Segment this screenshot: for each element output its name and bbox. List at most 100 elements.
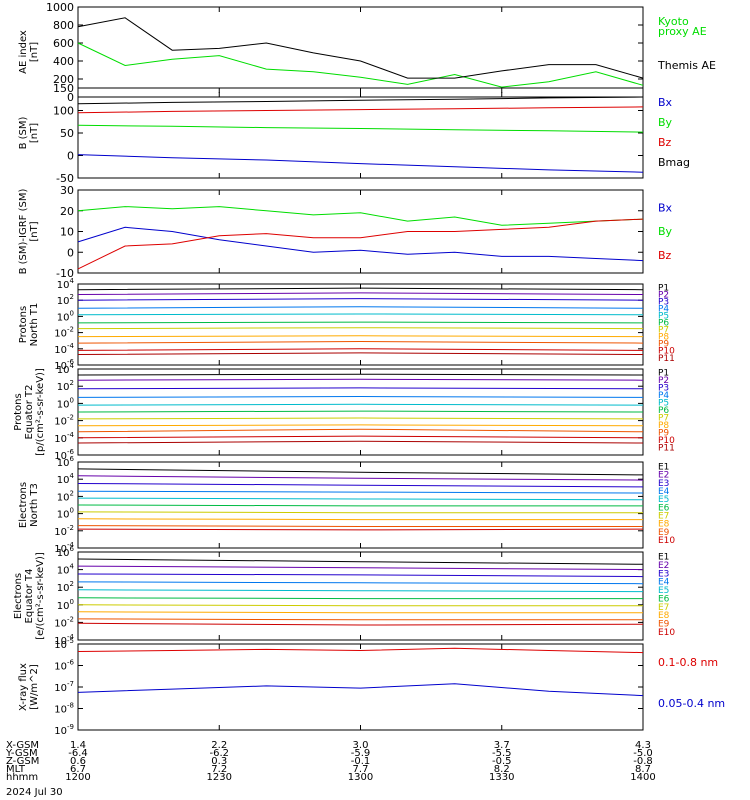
legend-E9: E9 [658, 528, 670, 538]
series-line-0.05-0.4 nm [77, 683, 644, 697]
legend-P9: P9 [658, 429, 669, 439]
y-axis-label: [nT] [29, 221, 40, 241]
y-tick-label: 400 [53, 55, 74, 68]
legend-P6: P6 [658, 319, 669, 329]
series-line-P1 [77, 373, 644, 376]
y-axis-label: [nT] [29, 123, 40, 143]
y-tick-label: 102 [57, 293, 74, 307]
y-axis-label: North T3 [29, 483, 40, 527]
legend-E2: E2 [658, 471, 669, 481]
series-line-E10 [77, 528, 644, 531]
orbit-row-label: Z-GSM [6, 756, 39, 767]
legend-0.1-0.8 nm: 0.1-0.8 nm [658, 656, 718, 669]
legend-By: By [658, 116, 673, 129]
orbit-value: 1330 [489, 772, 514, 783]
series-line-P3 [77, 387, 644, 390]
orbit-value: 6.7 [70, 764, 86, 775]
y-axis-label: Equator T2 [24, 385, 35, 440]
series-line-P2 [77, 292, 644, 295]
legend-P4: P4 [658, 391, 669, 401]
orbit-value: 7.7 [353, 764, 369, 775]
orbit-value: -0.5 [492, 756, 512, 767]
series-line-P6 [77, 321, 644, 324]
legend-P3: P3 [658, 297, 669, 307]
legend-E8: E8 [658, 611, 670, 621]
series-line-P3 [77, 298, 644, 301]
y-tick-label: 104 [57, 277, 75, 291]
panel-frame [77, 643, 644, 731]
panel-frame [77, 87, 644, 179]
legend-Bz: Bz [658, 249, 672, 262]
y-axis-label: [nT] [29, 42, 40, 62]
legend-P8: P8 [658, 421, 669, 431]
y-axis-label: North T1 [29, 303, 40, 347]
y-tick-label: 10-2 [54, 326, 74, 340]
orbit-value: -5.9 [351, 748, 371, 759]
y-tick-label: 20 [60, 205, 74, 218]
series-line-P9 [77, 340, 644, 344]
legend-E10: E10 [658, 628, 675, 638]
legend-Themis AE: Themis AE [657, 59, 716, 72]
panel-frame [77, 6, 644, 98]
series-line-E9 [77, 618, 643, 621]
y-axis-label: Electrons [13, 573, 24, 619]
series-line-E7 [77, 604, 643, 607]
orbit-row-label: X-GSM [6, 740, 39, 751]
legend-P9: P9 [658, 340, 669, 350]
y-tick-label: 106 [57, 455, 75, 469]
legend-P2: P2 [658, 290, 669, 300]
orbit-value: -0.8 [633, 756, 653, 767]
y-axis-label: B (SM)-IGRF (SM) [18, 189, 29, 275]
orbit-row-label: Y-GSM [5, 748, 38, 759]
panel-frame [77, 189, 644, 274]
legend-E8: E8 [658, 520, 670, 530]
legend-P11: P11 [658, 444, 675, 454]
series-line-P10 [77, 435, 644, 439]
y-tick-label: 10 [60, 226, 74, 239]
y-tick-label: 600 [53, 37, 74, 50]
legend-P3: P3 [658, 384, 669, 394]
series-line-P1 [77, 287, 644, 291]
legend-E5: E5 [658, 586, 669, 596]
y-tick-label: 10-2 [54, 414, 74, 428]
orbit-value: 3.0 [353, 740, 369, 751]
panel-frame [77, 551, 644, 641]
y-tick-label: 104 [57, 472, 75, 486]
y-axis-label: Protons [13, 393, 24, 430]
legend-E7: E7 [658, 603, 669, 613]
legend-E6: E6 [658, 503, 670, 513]
series-line-P5 [77, 403, 644, 406]
legend-P7: P7 [658, 326, 669, 336]
orbit-value: 2.2 [211, 740, 227, 751]
y-tick-label: 10-6 [54, 659, 74, 673]
series-line-By [77, 124, 644, 133]
legend-Bmag: Bmag [658, 156, 690, 169]
orbit-value: 0.3 [211, 756, 227, 767]
legend-P4: P4 [658, 304, 669, 314]
series-line-P11 [77, 440, 644, 444]
legend-Bx: Bx [658, 96, 673, 109]
series-line-P8 [77, 335, 644, 338]
series-line-E8 [77, 518, 643, 521]
y-tick-label: 50 [60, 127, 74, 140]
y-tick-label: 102 [57, 489, 74, 503]
y-axis-label: [W/m^2] [29, 664, 40, 710]
legend-E7: E7 [658, 512, 669, 522]
orbit-value: 0.6 [70, 756, 86, 767]
series-line-E1 [77, 468, 644, 476]
legend-P1: P1 [658, 369, 669, 379]
orbit-value: 1.4 [70, 740, 86, 751]
legend-By: By [658, 225, 673, 238]
legend-P10: P10 [658, 347, 675, 357]
series-line-E9 [77, 525, 643, 527]
y-tick-label: -50 [56, 172, 74, 185]
legend-E3: E3 [658, 569, 669, 579]
series-line-P8 [77, 424, 644, 427]
y-tick-label: 150 [53, 82, 74, 95]
series-line-P10 [77, 348, 644, 351]
orbit-value: 3.7 [494, 740, 510, 751]
orbit-value: 1230 [207, 772, 232, 783]
y-tick-label: 10-2 [54, 615, 74, 629]
y-axis-label: AE index [18, 30, 29, 74]
